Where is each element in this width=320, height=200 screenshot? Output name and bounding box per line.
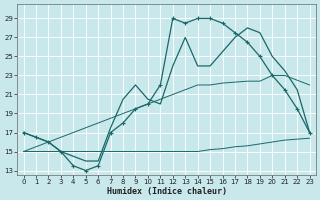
X-axis label: Humidex (Indice chaleur): Humidex (Indice chaleur) [107, 187, 227, 196]
